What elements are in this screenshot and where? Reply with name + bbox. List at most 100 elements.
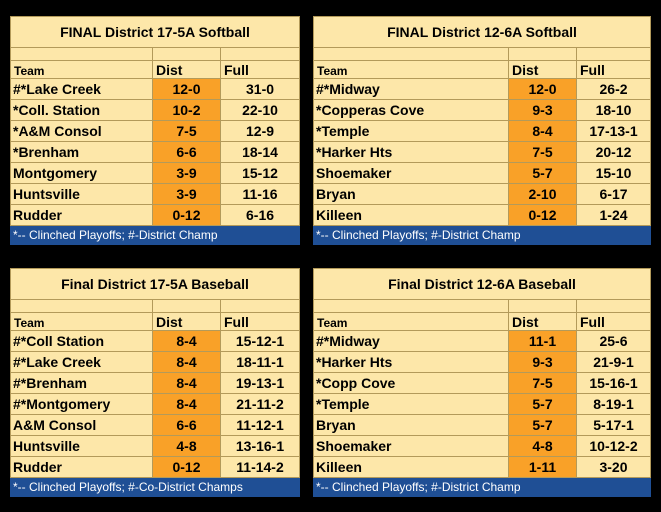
dist-record: 7-5 [152, 120, 221, 142]
table-title: FINAL District 17-5A Softball [9, 16, 301, 48]
header-full: Full [575, 312, 652, 331]
dist-record: 0-12 [508, 204, 577, 226]
table-row: #*Coll Station 8-4 15-12-1 [10, 330, 301, 352]
full-record: 15-12 [219, 162, 301, 184]
team-name: *Brenham [10, 141, 153, 163]
standings-table: Final District 12-6A Baseball Team Dist … [312, 268, 652, 497]
full-record: 11-16 [219, 183, 301, 205]
team-name: *Copperas Cove [313, 99, 509, 121]
full-record: 10-12-2 [575, 435, 652, 457]
header-full: Full [219, 312, 301, 331]
header-full: Full [219, 60, 301, 79]
table-row: *Temple 8-4 17-13-1 [313, 120, 652, 142]
dist-record: 6-6 [152, 141, 221, 163]
team-name: #*Coll Station [10, 330, 153, 352]
dist-record: 7-5 [508, 141, 577, 163]
team-name: #*Montgomery [10, 393, 153, 415]
full-record: 15-16-1 [575, 372, 652, 394]
dist-record: 2-10 [508, 183, 577, 205]
table-row: *Coll. Station 10-2 22-10 [10, 99, 301, 121]
table-row: Shoemaker 4-8 10-12-2 [313, 435, 652, 457]
team-name: Rudder [10, 456, 153, 478]
header-full: Full [575, 60, 652, 79]
team-name: Killeen [313, 204, 509, 226]
team-name: #*Midway [313, 330, 509, 352]
table-row: Rudder 0-12 6-16 [10, 204, 301, 226]
table-footnote: *-- Clinched Playoffs; #-District Champ [312, 477, 652, 497]
header-team: Team [313, 312, 509, 331]
table-row: #*Montgomery 8-4 21-11-2 [10, 393, 301, 415]
table-row: Shoemaker 5-7 15-10 [313, 162, 652, 184]
dist-record: 3-9 [152, 162, 221, 184]
full-record: 20-12 [575, 141, 652, 163]
full-record: 18-11-1 [219, 351, 301, 373]
full-record: 18-10 [575, 99, 652, 121]
table-row: #*Lake Creek 8-4 18-11-1 [10, 351, 301, 373]
full-record: 22-10 [219, 99, 301, 121]
dist-record: 3-9 [152, 183, 221, 205]
full-record: 15-10 [575, 162, 652, 184]
dist-record: 12-0 [152, 78, 221, 100]
full-record: 17-13-1 [575, 120, 652, 142]
dist-record: 0-12 [152, 456, 221, 478]
standings-panel-12-6a-softball: FINAL District 12-6A Softball Team Dist … [312, 16, 652, 245]
full-record: 19-13-1 [219, 372, 301, 394]
full-record: 11-12-1 [219, 414, 301, 436]
full-record: 31-0 [219, 78, 301, 100]
table-footnote: *-- Clinched Playoffs; #-District Champ [9, 225, 301, 245]
dist-record: 5-7 [508, 393, 577, 415]
dist-record: 5-7 [508, 162, 577, 184]
full-record: 26-2 [575, 78, 652, 100]
team-name: Killeen [313, 456, 509, 478]
team-name: A&M Consol [10, 414, 153, 436]
full-record: 1-24 [575, 204, 652, 226]
dist-record: 1-11 [508, 456, 577, 478]
header-team: Team [10, 312, 153, 331]
full-record: 18-14 [219, 141, 301, 163]
full-record: 5-17-1 [575, 414, 652, 436]
table-row: *Brenham 6-6 18-14 [10, 141, 301, 163]
header-dist: Dist [152, 60, 221, 79]
team-name: *Temple [313, 393, 509, 415]
dist-record: 6-6 [152, 414, 221, 436]
team-name: *Copp Cove [313, 372, 509, 394]
dist-record: 9-3 [508, 351, 577, 373]
team-name: *Harker Hts [313, 351, 509, 373]
team-name: *A&M Consol [10, 120, 153, 142]
table-row: Killeen 1-11 3-20 [313, 456, 652, 478]
table-row: *Harker Hts 7-5 20-12 [313, 141, 652, 163]
team-name: Shoemaker [313, 435, 509, 457]
team-name: #*Lake Creek [10, 78, 153, 100]
full-record: 25-6 [575, 330, 652, 352]
dist-record: 9-3 [508, 99, 577, 121]
table-row: Bryan 2-10 6-17 [313, 183, 652, 205]
dist-record: 4-8 [508, 435, 577, 457]
team-name: #*Lake Creek [10, 351, 153, 373]
table-row: Montgomery 3-9 15-12 [10, 162, 301, 184]
dist-record: 8-4 [508, 120, 577, 142]
full-record: 6-16 [219, 204, 301, 226]
team-name: Montgomery [10, 162, 153, 184]
full-record: 12-9 [219, 120, 301, 142]
full-record: 6-17 [575, 183, 652, 205]
table-footnote: *-- Clinched Playoffs; #-District Champ [312, 225, 652, 245]
dist-record: 5-7 [508, 414, 577, 436]
standings-panel-17-5a-softball: FINAL District 17-5A Softball Team Dist … [9, 16, 301, 245]
dist-record: 4-8 [152, 435, 221, 457]
table-row: #*Midway 12-0 26-2 [313, 78, 652, 100]
table-row: *A&M Consol 7-5 12-9 [10, 120, 301, 142]
dist-record: 12-0 [508, 78, 577, 100]
standings-table: Final District 17-5A Baseball Team Dist … [9, 268, 301, 497]
table-title: Final District 17-5A Baseball [9, 268, 301, 300]
team-name: Huntsville [10, 183, 153, 205]
full-record: 11-14-2 [219, 456, 301, 478]
dist-record: 8-4 [152, 330, 221, 352]
header-team: Team [10, 60, 153, 79]
dist-record: 8-4 [152, 351, 221, 373]
dist-record: 0-12 [152, 204, 221, 226]
table-row: #*Brenham 8-4 19-13-1 [10, 372, 301, 394]
team-name: Rudder [10, 204, 153, 226]
table-row: Rudder 0-12 11-14-2 [10, 456, 301, 478]
full-record: 8-19-1 [575, 393, 652, 415]
table-row: Killeen 0-12 1-24 [313, 204, 652, 226]
